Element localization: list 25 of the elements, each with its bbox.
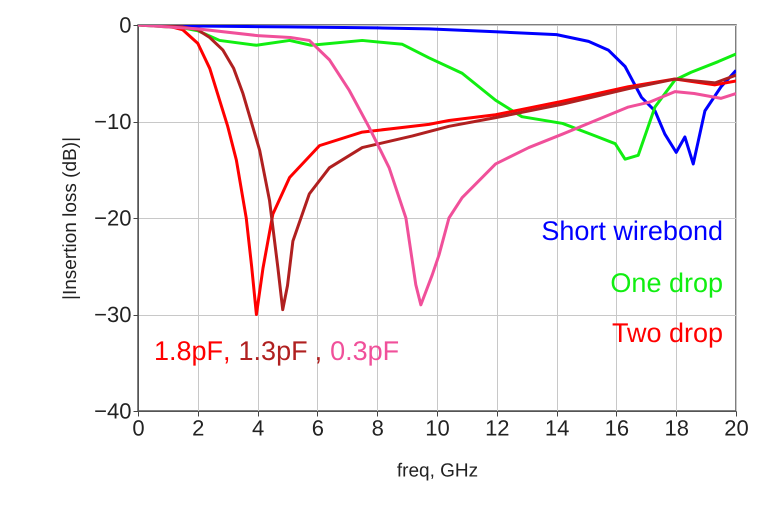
y-tick-label: −40 — [94, 398, 132, 424]
x-tick-label: 14 — [544, 416, 570, 440]
x-tick-label: 10 — [425, 416, 450, 440]
x-tick-label: 8 — [372, 416, 384, 440]
text: One drop — [610, 268, 723, 298]
y-tick-label: −30 — [94, 302, 132, 327]
annotation: , — [223, 336, 231, 366]
x-tick-label: 2 — [192, 416, 204, 440]
x-tick-label: 12 — [485, 416, 510, 440]
series-label: 1.3pF — [238, 336, 308, 366]
y-tick-label: −10 — [94, 109, 132, 134]
x-axis-title: freq, GHz — [396, 460, 478, 482]
x-tick-label: 18 — [664, 416, 689, 440]
text: Short wirebond — [541, 216, 723, 246]
series-label: 0.3pF — [330, 336, 400, 366]
series-label: 1.8pF — [154, 336, 224, 366]
x-tick-label: 6 — [312, 416, 324, 440]
x-tick-label: 20 — [724, 416, 749, 440]
y-tick-label: 0 — [119, 12, 132, 38]
x-tick-label: 4 — [252, 416, 264, 440]
annotation: , — [314, 336, 322, 366]
y-axis-title: |Insertion loss (dB)| — [60, 137, 82, 300]
y-tick-label: −20 — [94, 206, 132, 230]
annotation: Two drop — [612, 318, 723, 348]
x-tick-label: 16 — [604, 416, 630, 440]
